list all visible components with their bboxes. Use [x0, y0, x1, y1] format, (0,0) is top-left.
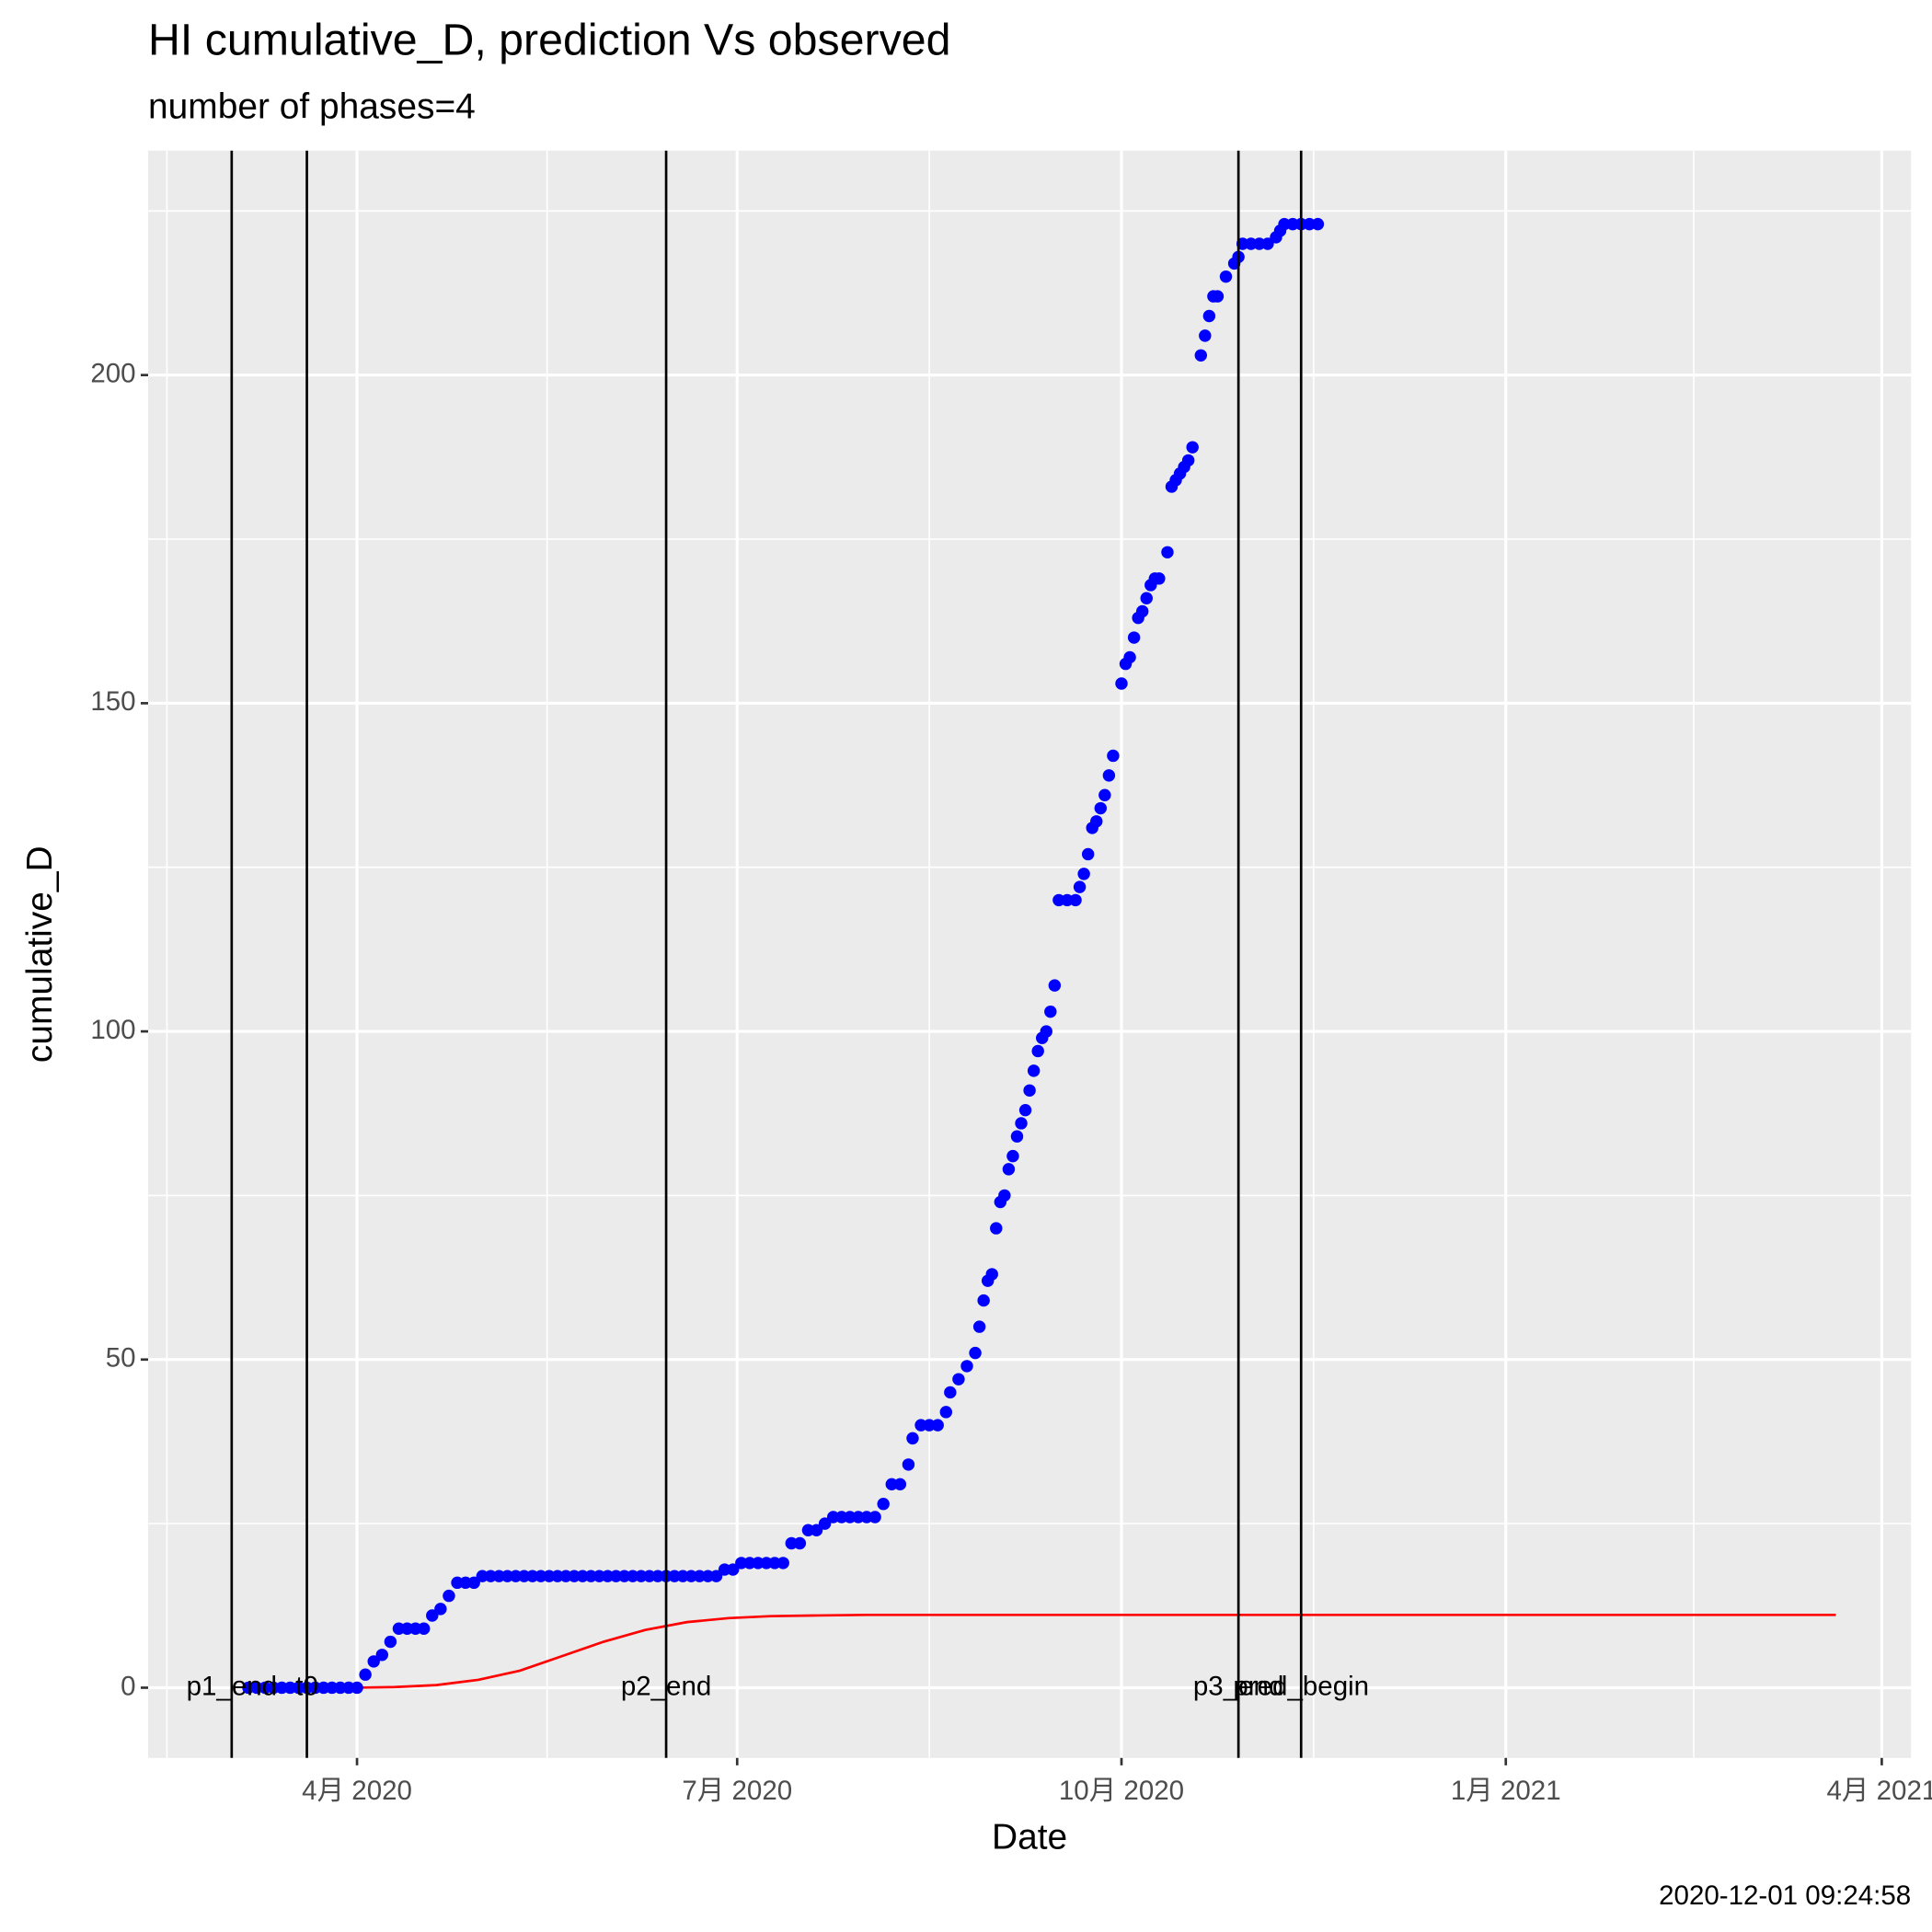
data-point [793, 1536, 807, 1550]
data-point [467, 1576, 480, 1590]
x-axis-label: Date [992, 1818, 1067, 1857]
data-point [1261, 237, 1274, 250]
phase-label: p3_end [1193, 1671, 1284, 1701]
data-point [1018, 1103, 1032, 1117]
data-point [443, 1589, 455, 1603]
prediction-line [357, 1613, 1836, 1689]
data-point [1181, 454, 1195, 467]
x-tick-label: 10月 2020 [1059, 1776, 1184, 1806]
y-tick-label: 50 [106, 1343, 136, 1374]
data-point [776, 1557, 789, 1570]
data-point [969, 1346, 982, 1360]
data-point [384, 1635, 397, 1649]
data-point [1219, 270, 1233, 283]
x-tick-label: 4月 2020 [302, 1776, 412, 1806]
x-tick-label: 4月 2021 [1827, 1776, 1932, 1806]
data-point [1194, 349, 1207, 362]
data-point [1186, 441, 1199, 454]
data-point [1107, 749, 1120, 763]
caption: 2020-12-01 09:24:58 [1659, 1880, 1911, 1911]
data-point [977, 1294, 990, 1307]
data-point [1031, 1044, 1044, 1058]
chart-title: HI cumulative_D, prediction Vs observed [148, 16, 950, 65]
data-point [1153, 572, 1166, 585]
data-point [434, 1603, 447, 1616]
data-point [952, 1373, 965, 1386]
y-axis-label: cumulative_D [20, 845, 60, 1063]
data-point [1202, 309, 1216, 323]
data-point [906, 1432, 919, 1445]
data-point [1044, 1005, 1057, 1018]
data-point [1010, 1130, 1024, 1143]
data-point [944, 1386, 957, 1399]
data-point [375, 1649, 389, 1662]
data-point [1115, 677, 1128, 690]
data-point [868, 1511, 881, 1524]
data-point [1073, 880, 1087, 893]
data-point [1040, 1025, 1052, 1038]
data-point [1077, 868, 1090, 880]
data-point [810, 1524, 823, 1536]
data-point [1006, 1149, 1019, 1163]
data-point [359, 1668, 372, 1681]
data-point [1311, 217, 1325, 231]
data-point [818, 1517, 832, 1530]
data-point [351, 1681, 363, 1695]
data-point [972, 1320, 986, 1333]
data-point [1127, 631, 1141, 644]
data-point [727, 1563, 740, 1576]
data-point [1102, 769, 1116, 782]
chart-subtitle: number of phases=4 [148, 86, 476, 126]
data-point [1094, 801, 1108, 815]
y-tick-label: 150 [90, 686, 135, 717]
data-point [367, 1655, 380, 1668]
data-point [1098, 788, 1111, 801]
data-point [931, 1419, 944, 1432]
x-tick-label: 7月 2020 [682, 1776, 792, 1806]
x-tick-label: 1月 2021 [1451, 1776, 1561, 1806]
data-point [893, 1478, 907, 1491]
data-point [426, 1609, 439, 1622]
data-point [1135, 604, 1149, 618]
data-point [1140, 592, 1153, 604]
data-point [877, 1498, 890, 1511]
data-point [1211, 290, 1225, 303]
data-point [1002, 1163, 1016, 1176]
data-point [1069, 893, 1082, 907]
data-point [1015, 1117, 1028, 1130]
phase-label: p1_end [187, 1671, 278, 1701]
data-point [1048, 979, 1062, 992]
y-tick-label: 200 [90, 358, 135, 388]
data-point [1027, 1064, 1041, 1077]
data-point [990, 1222, 1003, 1235]
data-point [902, 1458, 915, 1471]
plot-panel [148, 150, 1912, 1758]
data-point [985, 1268, 998, 1281]
data-point [998, 1189, 1011, 1202]
data-point [939, 1406, 953, 1419]
data-point [1023, 1084, 1036, 1097]
y-tick-label: 0 [121, 1671, 135, 1701]
plot-area [242, 217, 1836, 1695]
data-point [1161, 546, 1174, 559]
data-point [960, 1360, 973, 1373]
y-tick-label: 100 [90, 1015, 135, 1045]
phase-label: pred_begin [1233, 1671, 1369, 1701]
data-point [1199, 329, 1212, 342]
data-point [1123, 650, 1136, 664]
data-point [1081, 847, 1095, 861]
data-point [417, 1622, 431, 1635]
data-point [709, 1570, 723, 1582]
phase-label: p2_end [621, 1671, 712, 1701]
data-point [1090, 815, 1103, 828]
phase-label: t0 [295, 1671, 318, 1701]
